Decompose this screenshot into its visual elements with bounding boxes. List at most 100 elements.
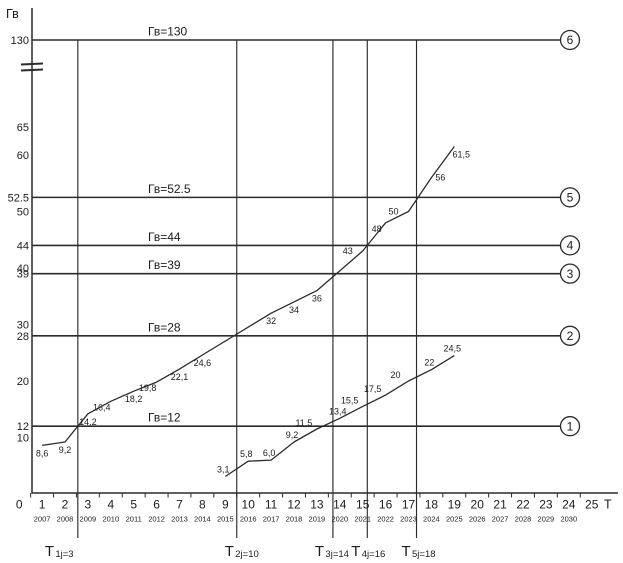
upper-curve-point-label: 8,6 [36, 448, 49, 458]
y-axis-label-60: 60 [17, 150, 29, 162]
x-year-label-2024: 2024 [423, 515, 440, 524]
x-year-label-2021: 2021 [354, 515, 371, 524]
x-tick-label-11: 11 [265, 498, 278, 512]
milestone-label-main: Т [315, 543, 324, 560]
x-tick-label-3: 3 [85, 498, 92, 512]
stage-number-4: 4 [567, 239, 574, 253]
milestone-label-sub: 3j=14 [325, 549, 349, 560]
y-axis-label-40: 40 [17, 263, 29, 275]
lower-curve-point-label: 24,5 [444, 344, 462, 354]
lower-curve-point-label: 17,5 [364, 384, 382, 394]
x-year-label-2029: 2029 [538, 515, 555, 524]
y-axis-title: Гв [6, 7, 19, 21]
stage-circle-2 [559, 325, 581, 346]
y-axis-label-28: 28 [17, 331, 29, 343]
x-year-label-2010: 2010 [102, 515, 119, 524]
x-tick-label-19: 19 [448, 498, 462, 512]
x-year-label-2020: 2020 [331, 515, 348, 524]
upper-curve-point-label: 34 [289, 305, 299, 315]
x-axis-title: Т [604, 498, 612, 512]
lower-curve [224, 355, 455, 478]
lower-curve-point-label: 5,8 [240, 449, 253, 459]
x-year-label-2008: 2008 [57, 515, 74, 524]
lower-curve-point-label: 13,4 [329, 406, 347, 416]
stage-circle-3 [559, 263, 581, 284]
x-tick-label-10: 10 [242, 498, 256, 512]
x-tick-label-17: 17 [402, 498, 416, 512]
threshold-label-39: Гв=39 [148, 258, 181, 272]
threshold-label-44: Гв=44 [148, 230, 181, 244]
x-tick-label-4: 4 [107, 498, 114, 512]
upper-curve-point-label: 48 [372, 224, 382, 234]
milestone-label-sub: 2j=10 [235, 549, 259, 560]
milestone-label-main: Т [402, 543, 411, 560]
x-tick-label-25: 25 [585, 498, 599, 512]
threshold-label-130: Гв=130 [148, 25, 188, 39]
x-tick-label-15: 15 [356, 498, 370, 512]
upper-curve-point-label: 16,4 [93, 402, 111, 412]
lower-curve-point-label: 6,0 [263, 448, 276, 458]
x-tick-label-18: 18 [425, 498, 439, 512]
x-year-label-2016: 2016 [240, 515, 257, 524]
x-year-label-2027: 2027 [492, 515, 509, 524]
stage-circle-6 [559, 29, 581, 51]
x-year-label-2014: 2014 [194, 515, 211, 524]
upper-curve-point-label: 14,2 [79, 417, 97, 427]
milestone-label-main: Т [225, 543, 234, 560]
lower-curve-point-label: 11,5 [295, 418, 312, 428]
stage-number-6: 6 [567, 33, 574, 47]
x-tick-label-5: 5 [130, 498, 137, 512]
upper-curve-point-label: 24,6 [194, 358, 212, 368]
milestone-label-sub: 5j=18 [412, 549, 436, 560]
stage-circle-4 [559, 235, 581, 256]
axis-break-mark [20, 68, 44, 72]
upper-curve-point-label: 19,8 [139, 383, 157, 393]
milestone-label-main: Т [45, 543, 54, 560]
x-year-label-2017: 2017 [263, 515, 280, 524]
x-year-label-2009: 2009 [80, 515, 97, 524]
x-tick-label-7: 7 [176, 498, 183, 512]
x-tick-label-23: 23 [539, 498, 553, 512]
upper-curve-point-label: 18,2 [125, 394, 143, 404]
y-axis-label-30: 30 [17, 320, 29, 332]
x-tick-label-21: 21 [493, 498, 507, 512]
x-year-label-2025: 2025 [446, 515, 463, 524]
upper-curve-point-label: 43 [343, 246, 353, 256]
upper-curve-point-label: 36 [312, 294, 322, 304]
lower-curve-point-label: 20 [390, 370, 400, 380]
stage-number-2: 2 [567, 329, 574, 343]
y-axis-label-130: 130 [11, 35, 29, 47]
x-tick-label-0: 0 [16, 498, 23, 512]
x-year-label-2013: 2013 [171, 515, 188, 524]
x-tick-label-14: 14 [333, 498, 347, 512]
upper-curve-point-label: 22,1 [171, 372, 189, 382]
milestone-label-sub: 1j=3 [55, 549, 73, 560]
axes [31, 8, 618, 494]
upper-curve-point-label: 32 [266, 316, 276, 326]
x-year-label-2007: 2007 [34, 515, 51, 524]
axis-break-mark [20, 62, 44, 66]
lower-curve-point-label: 22 [424, 358, 434, 368]
x-year-label-2018: 2018 [286, 515, 303, 524]
threshold-label-52.5: Гв=52.5 [148, 182, 191, 196]
x-year-label-2026: 2026 [469, 515, 486, 524]
stage-circle-5 [559, 187, 581, 208]
stage-number-3: 3 [567, 267, 574, 281]
lower-curve-point-label: 9,2 [286, 430, 299, 440]
threshold-label-12: Гв=12 [148, 411, 181, 425]
x-year-label-2015: 2015 [217, 515, 234, 524]
x-year-label-2023: 2023 [400, 515, 417, 524]
y-axis-label-10: 10 [17, 433, 29, 445]
x-year-label-2028: 2028 [515, 515, 532, 524]
stage-number-1: 1 [567, 419, 574, 433]
y-axis-label-50: 50 [17, 207, 29, 219]
x-tick-label-16: 16 [379, 498, 393, 512]
milestone-label-main: Т [351, 543, 360, 560]
y-axis-label-20: 20 [17, 376, 29, 388]
x-year-label-2012: 2012 [148, 515, 165, 524]
threshold-label-28: Гв=28 [148, 320, 181, 334]
x-year-label-2030: 2030 [560, 515, 577, 524]
upper-curve-point-label: 61,5 [453, 150, 471, 160]
